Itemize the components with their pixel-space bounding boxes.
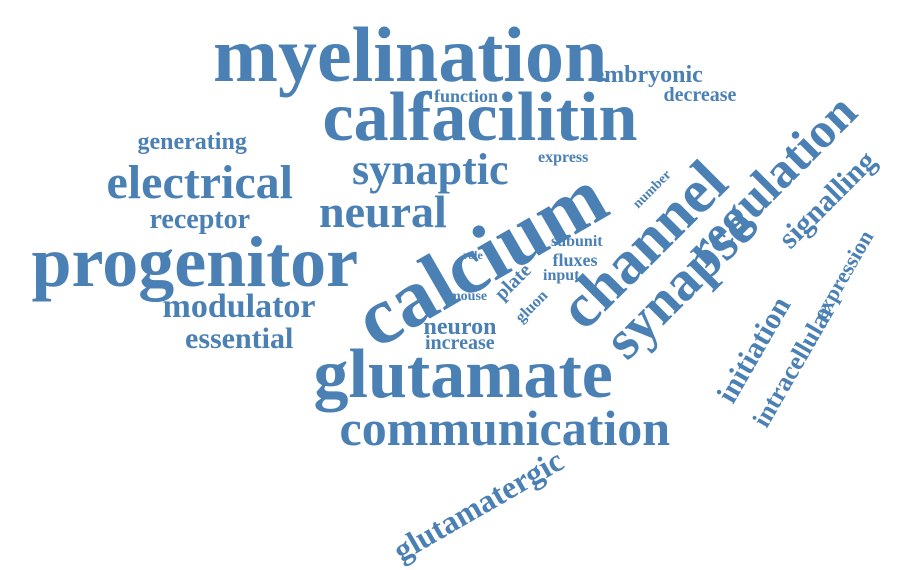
word-mouse: mouse [449,289,488,304]
word-gluon: gluon [512,287,552,327]
word-neuron: neuron [423,314,497,340]
word-neural: neural [319,186,447,237]
word-decrease: decrease [663,84,737,106]
word-communication: communication [339,400,671,456]
word-calfacilitin: calfacilitin [322,79,638,156]
word-input: input [543,267,580,284]
word-synaptic: synaptic [352,145,509,194]
word-electrical: electrical [106,156,294,209]
word-increase: increase [425,332,495,354]
word-function: function [434,86,499,106]
word-glutamatergic: glutamatergic [386,441,570,569]
word-myelination: myelination [213,11,608,98]
word-receptor: receptor [149,204,251,235]
word-express: express [538,149,589,166]
word-glutamate: glutamate [313,336,613,413]
word-modulator: modulator [162,288,316,325]
word-essential: essential [185,322,294,355]
word-fluxes: fluxes [552,250,598,270]
word-role: role [463,248,483,262]
word-progenitor: progenitor [31,222,359,302]
word-generating: generating [137,129,247,155]
word-subunit: subunit [551,233,603,250]
word-embryonic: embryonic [593,62,703,88]
